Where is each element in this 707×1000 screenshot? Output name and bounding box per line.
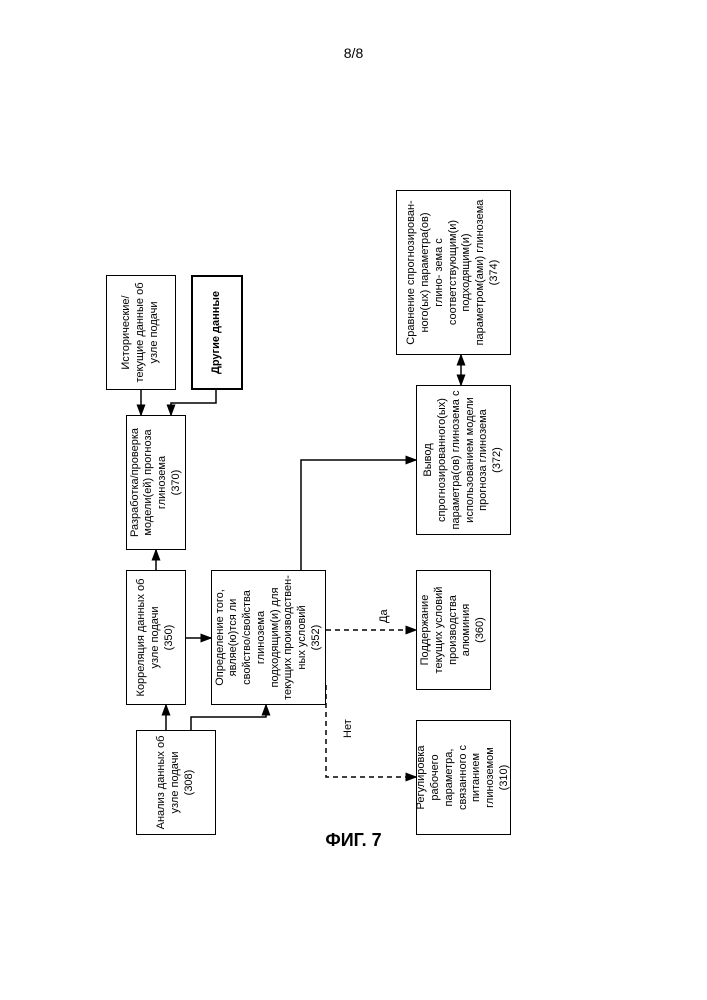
- node-code: (352): [310, 625, 324, 651]
- node-n374: Сравнение спрогнозирован- ного(ых) парам…: [396, 190, 511, 355]
- node-code: (310): [498, 765, 512, 791]
- node-text: Анализ данных об узле подачи: [155, 735, 183, 830]
- edge-label-7: Да: [378, 607, 390, 625]
- node-code: (372): [491, 447, 505, 473]
- edge-8: [301, 460, 416, 570]
- node-nother: Другие данные: [191, 275, 243, 390]
- figure-label: ФИГ. 7: [325, 830, 381, 851]
- node-text: Разработка/проверка модели(ей) прогноза …: [129, 420, 170, 545]
- page-number: 8/8: [344, 45, 363, 61]
- node-text: Определение того, являе(ю)тся ли свойств…: [214, 575, 310, 700]
- node-text: Поддержание текущих условий производства…: [419, 575, 474, 685]
- node-n350: Корреляция данных об узле подачи(350): [126, 570, 186, 705]
- node-n370: Разработка/проверка модели(ей) прогноза …: [126, 415, 186, 550]
- node-code: (370): [170, 470, 184, 496]
- edge-6: [326, 685, 416, 777]
- node-text: Вывод спрогнозированного(ых) параметра(о…: [422, 390, 491, 530]
- node-n372: Вывод спрогнозированного(ых) параметра(о…: [416, 385, 511, 535]
- node-n310: Регулировка рабочего параметра, связанно…: [416, 720, 511, 835]
- node-code: (374): [488, 260, 502, 286]
- node-n352: Определение того, являе(ю)тся ли свойств…: [211, 570, 326, 705]
- node-code: (350): [163, 625, 177, 651]
- node-code: (360): [474, 617, 488, 643]
- node-text: Регулировка рабочего параметра, связанно…: [415, 725, 498, 830]
- edge-5: [171, 390, 216, 415]
- node-n360: Поддержание текущих условий производства…: [416, 570, 491, 690]
- node-nhist: Исторические/ текущие данные об узле под…: [106, 275, 176, 390]
- node-text: Другие данные: [210, 291, 224, 374]
- node-text: Исторические/ текущие данные об узле под…: [120, 280, 161, 385]
- node-text: Сравнение спрогнозирован- ного(ых) парам…: [405, 195, 488, 350]
- edge-label-6: Нет: [342, 717, 354, 740]
- node-n308: Анализ данных об узле подачи(308): [136, 730, 216, 835]
- node-code: (308): [183, 770, 197, 796]
- flowchart-diagram: Анализ данных об узле подачи(308)Корреля…: [0, 225, 707, 765]
- edge-1: [191, 705, 266, 730]
- node-text: Корреляция данных об узле подачи: [135, 575, 163, 700]
